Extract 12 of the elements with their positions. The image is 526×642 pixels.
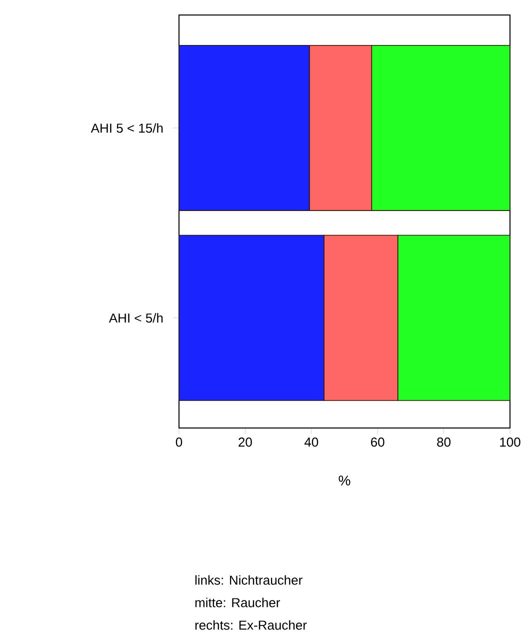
text: rechts: Ex-Raucher [195, 620, 307, 630]
x-tick-label: 100 [500, 438, 520, 447]
x-tick-label: 0 [176, 438, 182, 447]
y-tick-label: AHI 5 < 15/h [90, 123, 163, 133]
x-tick-label: 40 [304, 438, 318, 447]
x-tick-label: 80 [437, 438, 451, 447]
text: mitte: Raucher [195, 598, 280, 608]
x-tick-label: 60 [371, 438, 384, 447]
x-axis-title: % [338, 476, 350, 486]
y-tick-label: AHI < 5/h [108, 313, 163, 323]
text: links: Nichtraucher [195, 575, 302, 585]
x-tick-label: 20 [238, 438, 252, 447]
